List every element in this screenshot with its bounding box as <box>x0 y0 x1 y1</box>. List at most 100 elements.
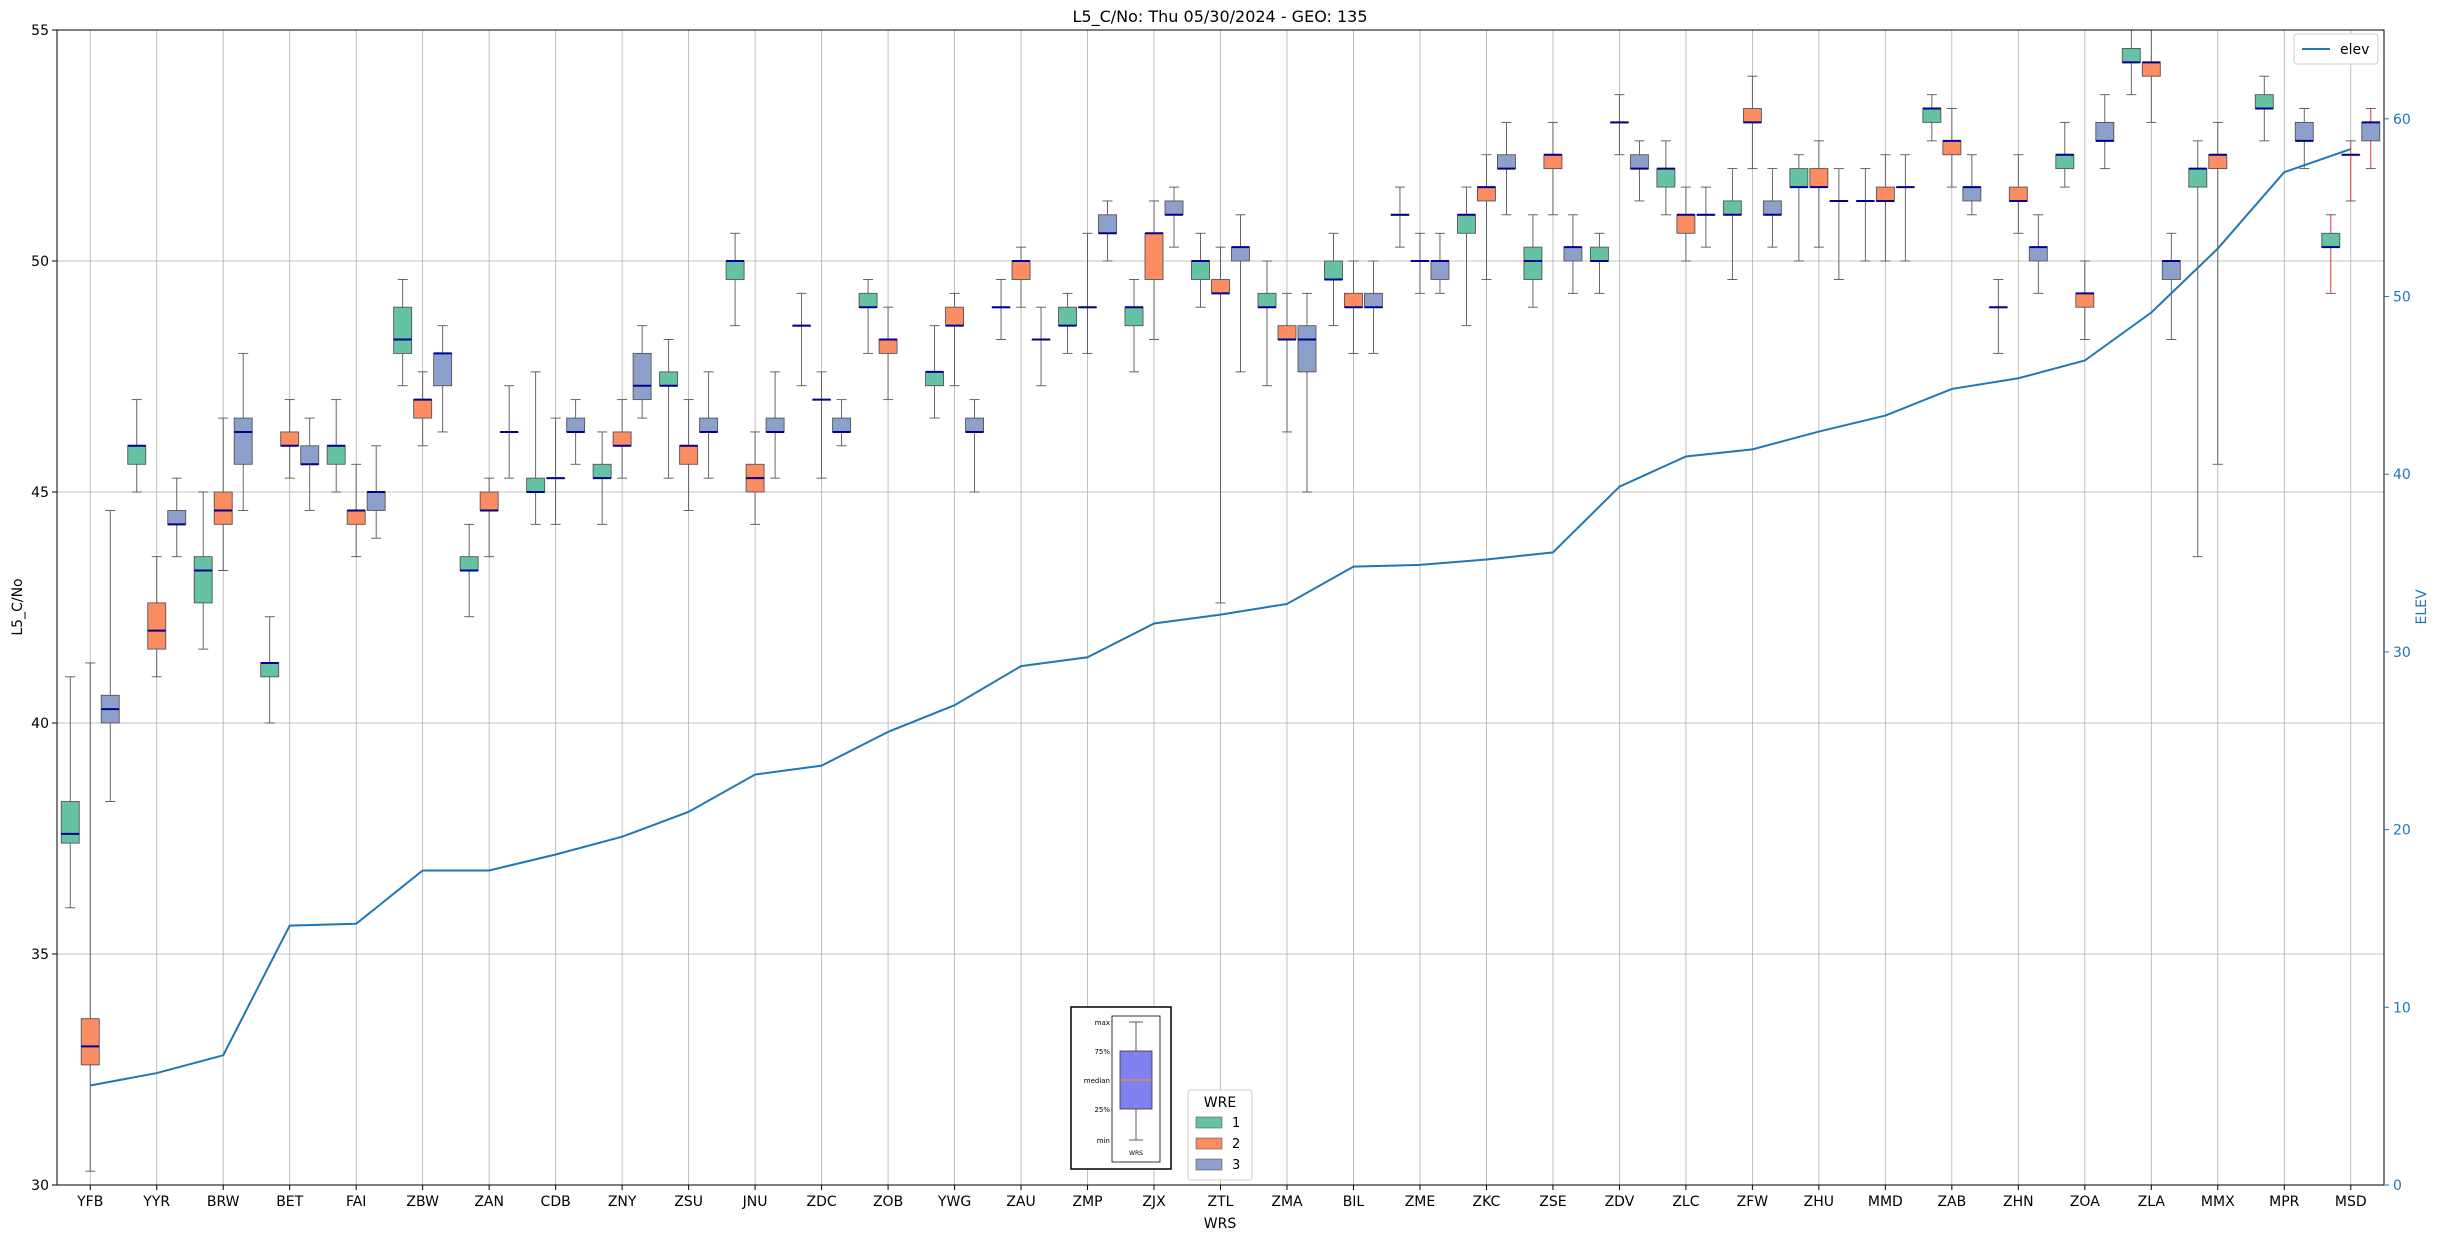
box-ZMA-wre2 <box>1277 292 1297 433</box>
box-ZAU-wre1 <box>991 279 1011 340</box>
y2-tick-label: 60 <box>2393 112 2411 128</box>
box-iqr <box>1257 292 1277 308</box>
box-iqr <box>1297 325 1317 373</box>
box-iqr <box>1722 200 1742 216</box>
box-MMD-wre2 <box>1875 154 1895 262</box>
chart-title: L5_C/No: Thu 05/30/2024 - GEO: 135 <box>1072 7 1367 27</box>
box-ZOA-wre3 <box>2095 94 2115 170</box>
box-MMX-wre2 <box>2208 121 2228 465</box>
box-iqr <box>1476 186 1496 202</box>
box-iqr <box>2361 121 2381 142</box>
box-iqr <box>878 339 898 354</box>
x-tick-label: CDB <box>541 1194 571 1210</box>
box-CDB-wre1 <box>526 371 546 525</box>
box-iqr <box>280 431 300 447</box>
box-ZSE-wre1 <box>1523 214 1543 308</box>
box-YFB-wre1 <box>60 676 80 909</box>
x-tick-label: BET <box>276 1194 303 1210</box>
y-tick-label: 55 <box>31 23 49 39</box>
box-iqr <box>1211 279 1230 294</box>
box-YWG-wre2 <box>945 292 965 387</box>
x-tick-label: ZHU <box>1804 1194 1834 1210</box>
box-BIL-wre1 <box>1324 232 1343 327</box>
box-iqr <box>413 399 433 419</box>
box-ZAN-wre2 <box>479 477 499 558</box>
box-BET-wre3 <box>300 417 320 511</box>
box-BRW-wre1 <box>193 491 213 650</box>
box-ZTL-wre3 <box>1231 214 1250 373</box>
box-YWG-wre1 <box>925 325 945 419</box>
box-iqr <box>632 352 652 401</box>
x-tick-label: MMD <box>1868 1194 1903 1210</box>
box-iqr <box>1011 260 1031 280</box>
inset-label-median: median <box>1084 1077 1110 1085</box>
box-FAI-wre3 <box>366 445 386 539</box>
elev-legend-label: elev <box>2340 42 2369 58</box>
box-iqr <box>433 352 453 387</box>
box-ZHN-wre1 <box>1988 279 2008 354</box>
box-iqr <box>2188 168 2208 188</box>
x-tick-label: MMX <box>2201 1194 2235 1210</box>
x-tick-label: ZBW <box>406 1194 439 1210</box>
box-MSD-wre3 <box>2361 108 2381 170</box>
box-ZNY-wre1 <box>592 431 612 525</box>
box-iqr <box>260 662 280 678</box>
y2-axis-label: ELEV <box>2414 589 2430 624</box>
box-iqr <box>393 306 413 354</box>
x-tick-label: ZFW <box>1737 1194 1769 1210</box>
boxes <box>60 29 2381 1172</box>
box-JNU-wre3 <box>765 371 785 479</box>
box-ZAU-wre3 <box>1031 306 1051 387</box>
box-ZMP-wre2 <box>1078 232 1097 354</box>
box-ZKC-wre2 <box>1476 154 1496 280</box>
x-tick-label: ZHN <box>2003 1194 2034 1210</box>
box-iqr <box>1676 214 1696 234</box>
box-iqr <box>945 306 965 327</box>
x-tick-label: MPR <box>2269 1194 2300 1210</box>
inset-label-q1: 25% <box>1094 1106 1110 1114</box>
x-tick-label: ZJX <box>1142 1194 1166 1210</box>
box-ZLC-wre2 <box>1676 186 1696 262</box>
box-ZME-wre3 <box>1430 232 1450 294</box>
box-iqr <box>679 445 699 465</box>
box-CDB-wre3 <box>566 399 586 465</box>
box-ZSE-wre3 <box>1563 214 1583 294</box>
box-BIL-wre3 <box>1364 260 1383 354</box>
box-iqr <box>1058 306 1077 327</box>
x-tick-label: ZTL <box>1208 1194 1234 1210</box>
box-ZJX-wre3 <box>1164 186 1184 248</box>
box-iqr <box>1962 186 1982 202</box>
box-ZOA-wre1 <box>2055 121 2075 188</box>
x-tick-label: YYR <box>142 1194 170 1210</box>
box-ZHN-wre3 <box>2028 214 2048 294</box>
wre-legend-title: WRE <box>1204 1095 1236 1111</box>
box-iqr <box>147 602 167 650</box>
box-iqr <box>2055 154 2075 170</box>
box-iqr <box>1742 108 1762 123</box>
box-iqr <box>2321 232 2341 248</box>
box-ZFW-wre1 <box>1722 168 1742 280</box>
box-iqr <box>2095 121 2115 142</box>
box-iqr <box>566 417 586 433</box>
box-iqr <box>213 491 233 525</box>
elev-line <box>90 148 2352 1087</box>
box-YFB-wre2 <box>80 662 100 1172</box>
box-YYR-wre3 <box>167 477 187 558</box>
box-iqr <box>300 445 320 465</box>
box-ZAB-wre2 <box>1942 108 1962 188</box>
box-ZAB-wre3 <box>1962 154 1982 216</box>
box-MSD-wre2 <box>2341 140 2361 202</box>
x-tick-label: ZDC <box>807 1194 837 1210</box>
box-iqr <box>1364 292 1383 308</box>
box-ZTL-wre1 <box>1191 232 1210 308</box>
box-MMD-wre3 <box>1895 154 1915 262</box>
y2-tick-label: 40 <box>2393 467 2411 483</box>
box-iqr <box>1523 246 1543 280</box>
box-ZKC-wre3 <box>1496 121 1516 216</box>
x-tick-label: JNU <box>742 1194 768 1210</box>
wre-legend: WRE 1 2 3 <box>1187 1089 1253 1181</box>
x-tick-label: ZAN <box>474 1194 504 1210</box>
box-ZME-wre1 <box>1390 186 1410 248</box>
